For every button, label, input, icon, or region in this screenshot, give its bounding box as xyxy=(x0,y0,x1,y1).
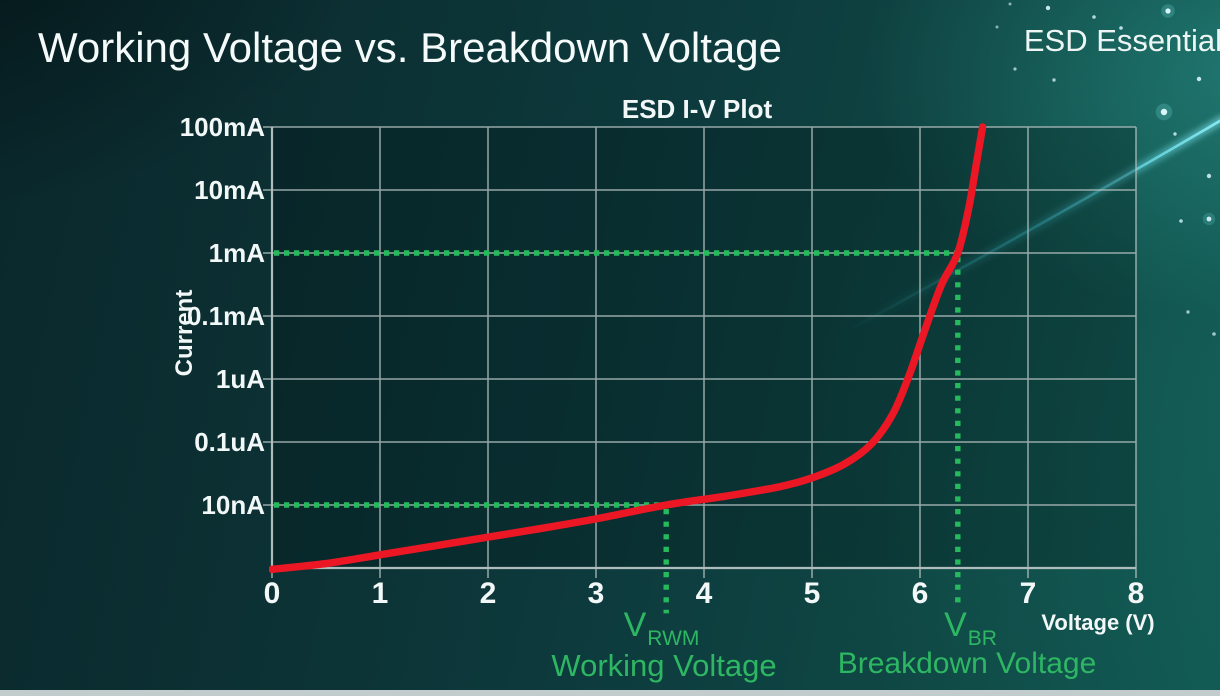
bottom-edge-bar xyxy=(0,690,1220,696)
vrwm-v: V xyxy=(623,606,647,644)
y-tick-label: 0.1uA xyxy=(194,427,265,457)
x-tick-label: 0 xyxy=(263,577,281,610)
x-tick-label: 2 xyxy=(479,577,497,610)
y-tick-label: 0.1mA xyxy=(186,301,265,331)
x-axis-label: Voltage (V) xyxy=(1041,610,1155,635)
y-tick-label: 10nA xyxy=(201,490,265,520)
x-tick-label: 7 xyxy=(1019,577,1037,610)
y-tick-label: 10mA xyxy=(194,175,265,205)
x-tick-label: 4 xyxy=(695,577,713,610)
working-voltage-caption: Working Voltage xyxy=(551,648,777,683)
y-tick-label: 1uA xyxy=(215,364,265,394)
page-title: Working Voltage vs. Breakdown Voltage xyxy=(38,24,783,71)
chart-title: ESD I-V Plot xyxy=(621,94,773,124)
x-tick-label: 5 xyxy=(803,577,821,610)
vrwm-subscript: RWM xyxy=(647,627,700,650)
x-tick-label: 6 xyxy=(911,577,929,610)
x-tick-label: 8 xyxy=(1127,577,1145,610)
y-tick-label: 100mA xyxy=(179,112,265,142)
breakdown-voltage-caption: Breakdown Voltage xyxy=(837,647,1097,680)
x-tick-label: 1 xyxy=(371,577,389,610)
y-tick-label: 1mA xyxy=(208,238,265,268)
vbr-symbol: VBR xyxy=(944,606,997,650)
iv-curve xyxy=(269,123,987,573)
light-streak-core xyxy=(844,119,1220,334)
background-stars xyxy=(995,2,1216,336)
brand-text: ESD Essential xyxy=(1023,23,1220,58)
vbr-v: V xyxy=(944,606,967,644)
vrwm-symbol: VRWM xyxy=(623,606,700,650)
x-tick-label: 3 xyxy=(587,577,605,610)
vbr-subscript: BR xyxy=(967,627,997,650)
